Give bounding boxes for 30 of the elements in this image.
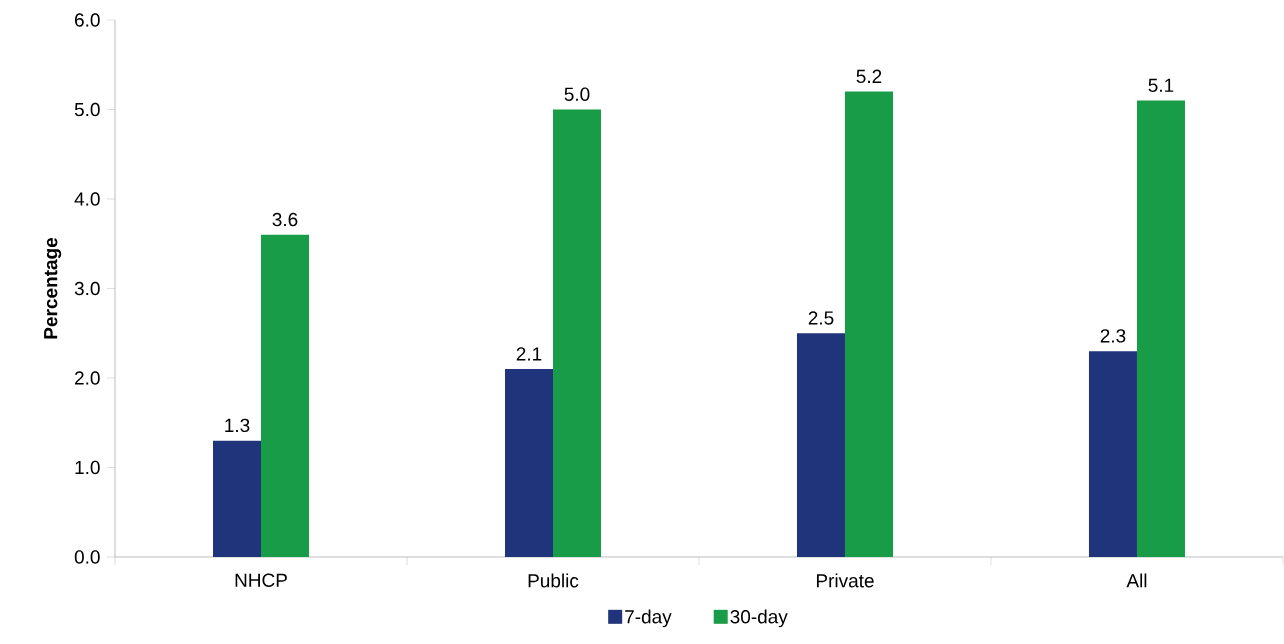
data-label: 5.1 xyxy=(1148,78,1174,93)
bar xyxy=(553,109,601,557)
x-tick-label: Private xyxy=(816,573,874,588)
bar xyxy=(213,440,262,557)
x-tick-label: Public xyxy=(528,573,579,588)
data-label: 3.6 xyxy=(272,212,298,227)
data-label: 5.0 xyxy=(564,87,590,101)
bar xyxy=(1136,100,1185,557)
x-tick-label: NHCP xyxy=(235,573,287,587)
data-label: 2.5 xyxy=(808,311,834,325)
data-label: 1.3 xyxy=(225,418,250,433)
bar xyxy=(261,234,310,557)
bar xyxy=(796,333,845,557)
y-tick-label: 6.0 xyxy=(75,13,100,27)
bar xyxy=(844,91,893,557)
data-label: 2.1 xyxy=(516,347,542,361)
y-tick-label: 2.0 xyxy=(75,371,100,385)
y-tick-label: 5.0 xyxy=(74,102,100,117)
bar xyxy=(505,369,553,557)
y-axis-title: Percentage xyxy=(44,237,62,339)
y-tick-label: 0.0 xyxy=(74,550,100,564)
y-tick-label: 4.0 xyxy=(74,192,100,206)
data-label: 2.3 xyxy=(1100,329,1126,343)
x-tick-label: All xyxy=(1126,573,1147,588)
legend-label: 30-day xyxy=(730,609,788,628)
y-tick-label: 1.0 xyxy=(75,460,100,475)
y-tick-label: 3.0 xyxy=(74,281,100,296)
data-label: 5.2 xyxy=(856,69,882,84)
legend-label: 7-day xyxy=(625,609,672,628)
bar xyxy=(1088,351,1137,557)
